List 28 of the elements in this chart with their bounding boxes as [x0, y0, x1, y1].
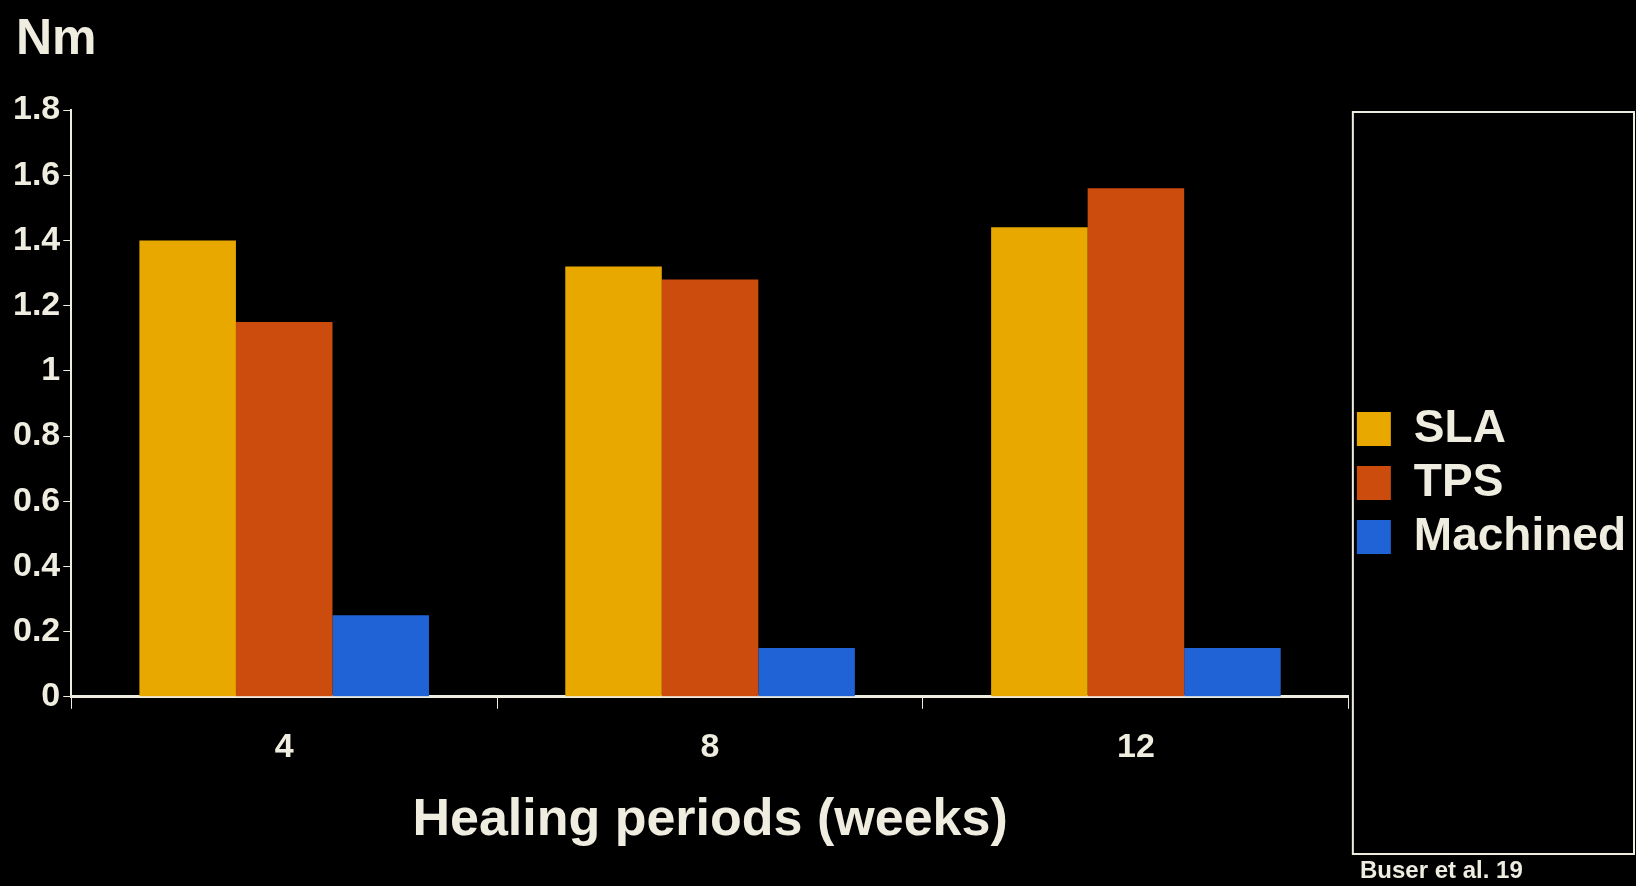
bar: [758, 647, 855, 697]
x-axis-title: Healing periods (weeks): [412, 788, 1008, 847]
bar: [139, 240, 236, 697]
x-tick-label: 12: [1117, 725, 1155, 764]
y-tick-label: 1.6: [13, 153, 61, 192]
bar: [991, 227, 1088, 697]
legend-label: SLA: [1413, 399, 1506, 452]
y-tick-label: 1: [41, 349, 61, 388]
bar: [1184, 647, 1281, 697]
bar: [661, 279, 759, 697]
y-tick-label: 1.4: [13, 218, 61, 257]
bar: [332, 615, 429, 697]
legend-label: Machined: [1413, 507, 1627, 560]
text: Buser et al. 19: [1360, 856, 1523, 884]
x-tick-label: 4: [274, 725, 294, 764]
bar: [1087, 188, 1185, 697]
bar: [565, 266, 662, 697]
legend-label: TPS: [1413, 453, 1504, 506]
bar: [235, 321, 333, 697]
y-tick-label: 0.4: [13, 544, 61, 583]
y-tick-label: 0.6: [13, 479, 61, 518]
y-tick-label: 1.2: [13, 283, 61, 322]
y-tick-label: 0.8: [13, 414, 61, 453]
y-tick-label: 1.8: [13, 88, 61, 127]
y-axis-title: Nm: [16, 8, 97, 66]
y-tick-label: 0.2: [13, 609, 61, 648]
x-tick-label: 8: [700, 725, 720, 764]
y-tick-label: 0: [41, 675, 61, 714]
